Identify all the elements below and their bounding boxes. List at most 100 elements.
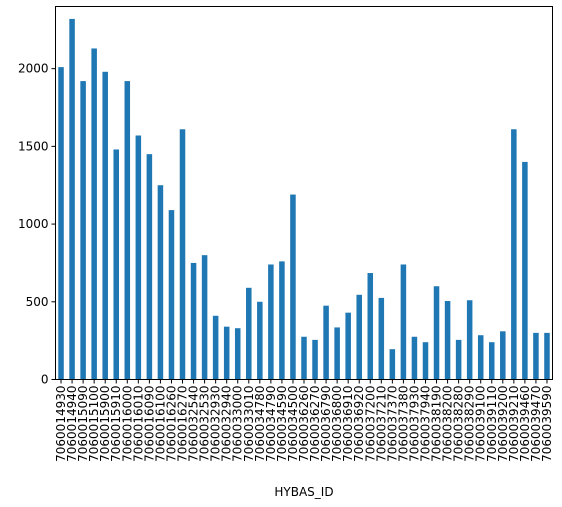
bar-7060039460 xyxy=(522,161,528,380)
x-tick-label: 7060016010 xyxy=(131,386,145,462)
y-axis: 0 500 1000 1500 2000 xyxy=(18,62,56,387)
x-tick-label: 7060039460 xyxy=(518,386,532,462)
plot-frame xyxy=(55,6,553,380)
y-tick-label: 1500 xyxy=(18,139,49,153)
bar-7060036800 xyxy=(334,327,340,380)
x-tick-label: 7060034780 xyxy=(253,386,267,462)
bar-7060015100 xyxy=(91,48,97,380)
x-tick-label: 7060039200 xyxy=(496,386,510,462)
bar-7060034500 xyxy=(290,194,296,380)
x-tick-label: 7060016260 xyxy=(164,386,178,462)
x-tick-label: 7060036920 xyxy=(352,386,366,462)
x-tick-label: 7060037210 xyxy=(374,386,388,462)
bar-7060016270 xyxy=(179,129,186,380)
bar-7060038200 xyxy=(444,301,451,380)
x-tick-label: 7060038200 xyxy=(441,386,455,462)
bar-7060016000 xyxy=(124,81,131,380)
x-tick-label: 7060015900 xyxy=(98,386,112,462)
bar-7060034780 xyxy=(257,301,263,380)
bar-7060014940 xyxy=(69,18,75,380)
x-tick-label: 7060016100 xyxy=(153,386,167,462)
bar-7060037930 xyxy=(411,336,418,380)
bar-7060036270 xyxy=(312,339,318,380)
bar-7060038290 xyxy=(466,300,473,380)
x-tick-label: 7060036910 xyxy=(341,386,355,462)
bar-7060015900 xyxy=(102,71,108,380)
x-tick-label: 7060036800 xyxy=(330,386,344,462)
x-tick-label: 7060014930 xyxy=(54,386,68,462)
bar-7060039590 xyxy=(544,332,550,380)
bar-7060039210 xyxy=(511,129,517,380)
x-tick-label: 7060038190 xyxy=(430,386,444,462)
bar-7060036910 xyxy=(345,312,351,380)
bar-7060015910 xyxy=(113,149,119,380)
x-tick-label: 7060032930 xyxy=(209,386,223,462)
x-tick-label: 7060039590 xyxy=(540,386,554,462)
bar-7060016260 xyxy=(168,210,175,380)
bar-7060038280 xyxy=(455,339,462,380)
x-tick-label: 7060036790 xyxy=(319,386,333,462)
x-tick-label: 7060015910 xyxy=(109,386,123,462)
x-tick-label: 7060037200 xyxy=(363,386,377,462)
x-tick-label: 7060015090 xyxy=(76,386,90,462)
bar-7060038190 xyxy=(433,286,440,380)
bar-7060032940 xyxy=(223,326,230,380)
y-tick-label: 500 xyxy=(26,295,49,309)
bar-7060037200 xyxy=(367,273,374,380)
x-tick-label: 7060032530 xyxy=(198,386,212,462)
bar-7060014930 xyxy=(58,67,64,380)
bar-7060032540 xyxy=(190,262,197,380)
x-axis: 7060014930706001494070600150907060015100… xyxy=(54,379,554,462)
bar-7060036260 xyxy=(301,336,307,380)
bar-7060036920 xyxy=(356,294,362,380)
bar-7060016090 xyxy=(146,154,153,380)
bar-7060037370 xyxy=(389,349,396,380)
x-axis-label: HYBAS_ID xyxy=(274,485,333,499)
x-tick-label: 7060039210 xyxy=(507,386,521,462)
bar-7060034790 xyxy=(268,264,274,380)
bar-7060039110 xyxy=(488,342,495,380)
x-tick-label: 7060014940 xyxy=(65,386,79,462)
x-tick-label: 7060037370 xyxy=(385,386,399,462)
x-tick-label: 7060038280 xyxy=(452,386,466,462)
x-tick-label: 7060039100 xyxy=(474,386,488,462)
bar-7060016100 xyxy=(157,185,164,380)
bar-7060034590 xyxy=(279,261,285,380)
x-tick-label: 7060016000 xyxy=(120,386,134,462)
x-tick-label: 7060036260 xyxy=(297,386,311,462)
bar-7060032930 xyxy=(212,315,219,380)
bar-7060039470 xyxy=(533,332,539,380)
x-tick-label: 7060032940 xyxy=(220,386,234,462)
x-tick-label: 7060016090 xyxy=(142,386,156,462)
x-tick-label: 7060015100 xyxy=(87,386,101,462)
x-tick-label: 7060016270 xyxy=(176,386,190,462)
y-tick-label: 1000 xyxy=(18,217,49,231)
x-tick-label: 7060037380 xyxy=(396,386,410,462)
bar-7060039100 xyxy=(477,335,484,380)
x-tick-label: 7060039110 xyxy=(485,386,499,462)
x-tick-label: 7060038290 xyxy=(463,386,477,462)
x-tick-label: 7060034590 xyxy=(275,386,289,462)
bar-7060016010 xyxy=(135,135,142,380)
bar-7060032530 xyxy=(201,255,208,380)
x-tick-label: 7060037940 xyxy=(418,386,432,462)
bar-7060036790 xyxy=(323,305,329,380)
bar-7060037380 xyxy=(400,264,407,380)
y-tick-label: 2000 xyxy=(18,62,49,76)
bars-group xyxy=(58,18,550,380)
bar-7060015090 xyxy=(80,81,86,380)
x-tick-label: 7060032540 xyxy=(187,386,201,462)
x-tick-label: 7060033000 xyxy=(231,386,245,462)
x-tick-label: 7060034500 xyxy=(286,386,300,462)
x-tick-label: 7060034790 xyxy=(264,386,278,462)
bar-7060037210 xyxy=(378,297,385,380)
x-tick-label: 7060037930 xyxy=(407,386,421,462)
x-tick-label: 7060039470 xyxy=(529,386,543,462)
x-tick-label: 7060036270 xyxy=(308,386,322,462)
x-tick-label: 7060033010 xyxy=(242,386,256,462)
bar-7060033010 xyxy=(246,287,252,380)
y-tick-label: 0 xyxy=(41,373,49,387)
bar-7060033000 xyxy=(234,328,241,380)
bar-7060039200 xyxy=(500,331,506,380)
